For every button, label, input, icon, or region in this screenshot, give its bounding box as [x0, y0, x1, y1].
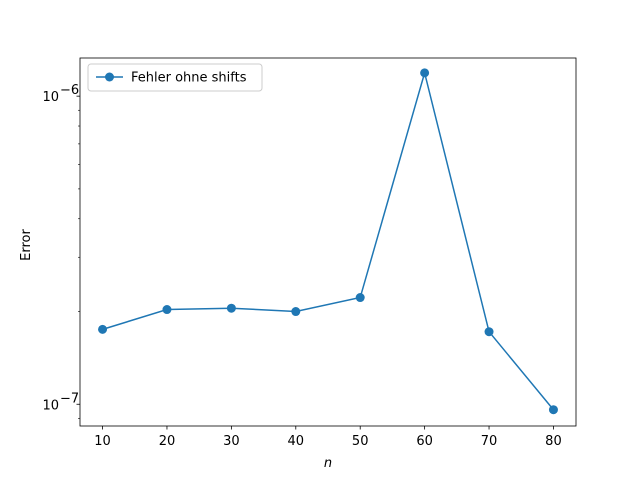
legend-box: [87, 63, 263, 92]
data-point-50: [355, 293, 365, 303]
data-point-40: [291, 307, 301, 317]
y-tick-exponent: −7: [60, 391, 79, 406]
data-point-30: [226, 303, 236, 313]
data-point-80: [548, 405, 558, 415]
x-tick-label: 10: [94, 434, 111, 449]
x-tick-label: 20: [159, 434, 176, 449]
plot-area: [98, 68, 558, 415]
x-tick-label: 60: [416, 434, 433, 449]
y-tick-label: 10: [42, 90, 59, 105]
data-point-20: [162, 305, 172, 315]
y-tick-label: 10: [42, 398, 59, 413]
series-line: [102, 69, 555, 411]
data-point-60: [420, 68, 430, 78]
x-tick-label: 50: [352, 434, 369, 449]
x-axis-label: n: [324, 456, 332, 471]
y-tick-exponent: −6: [60, 83, 79, 98]
axes: 10 −710 −610 20 30 40 50 60 70 80: [42, 57, 577, 449]
legend: Fehler ohne shifts: [87, 63, 263, 92]
y-axis-label: Error: [19, 229, 34, 261]
x-tick-label: 40: [288, 434, 305, 449]
x-tick-label: 80: [545, 434, 562, 449]
legend-label: Fehler ohne shifts: [131, 71, 247, 86]
axes-frame: [79, 57, 577, 427]
legend-marker: [105, 72, 114, 82]
data-point-70: [484, 327, 494, 337]
x-tick-label: 30: [223, 434, 240, 449]
x-tick-label: 70: [481, 434, 498, 449]
data-point-10: [98, 324, 108, 334]
